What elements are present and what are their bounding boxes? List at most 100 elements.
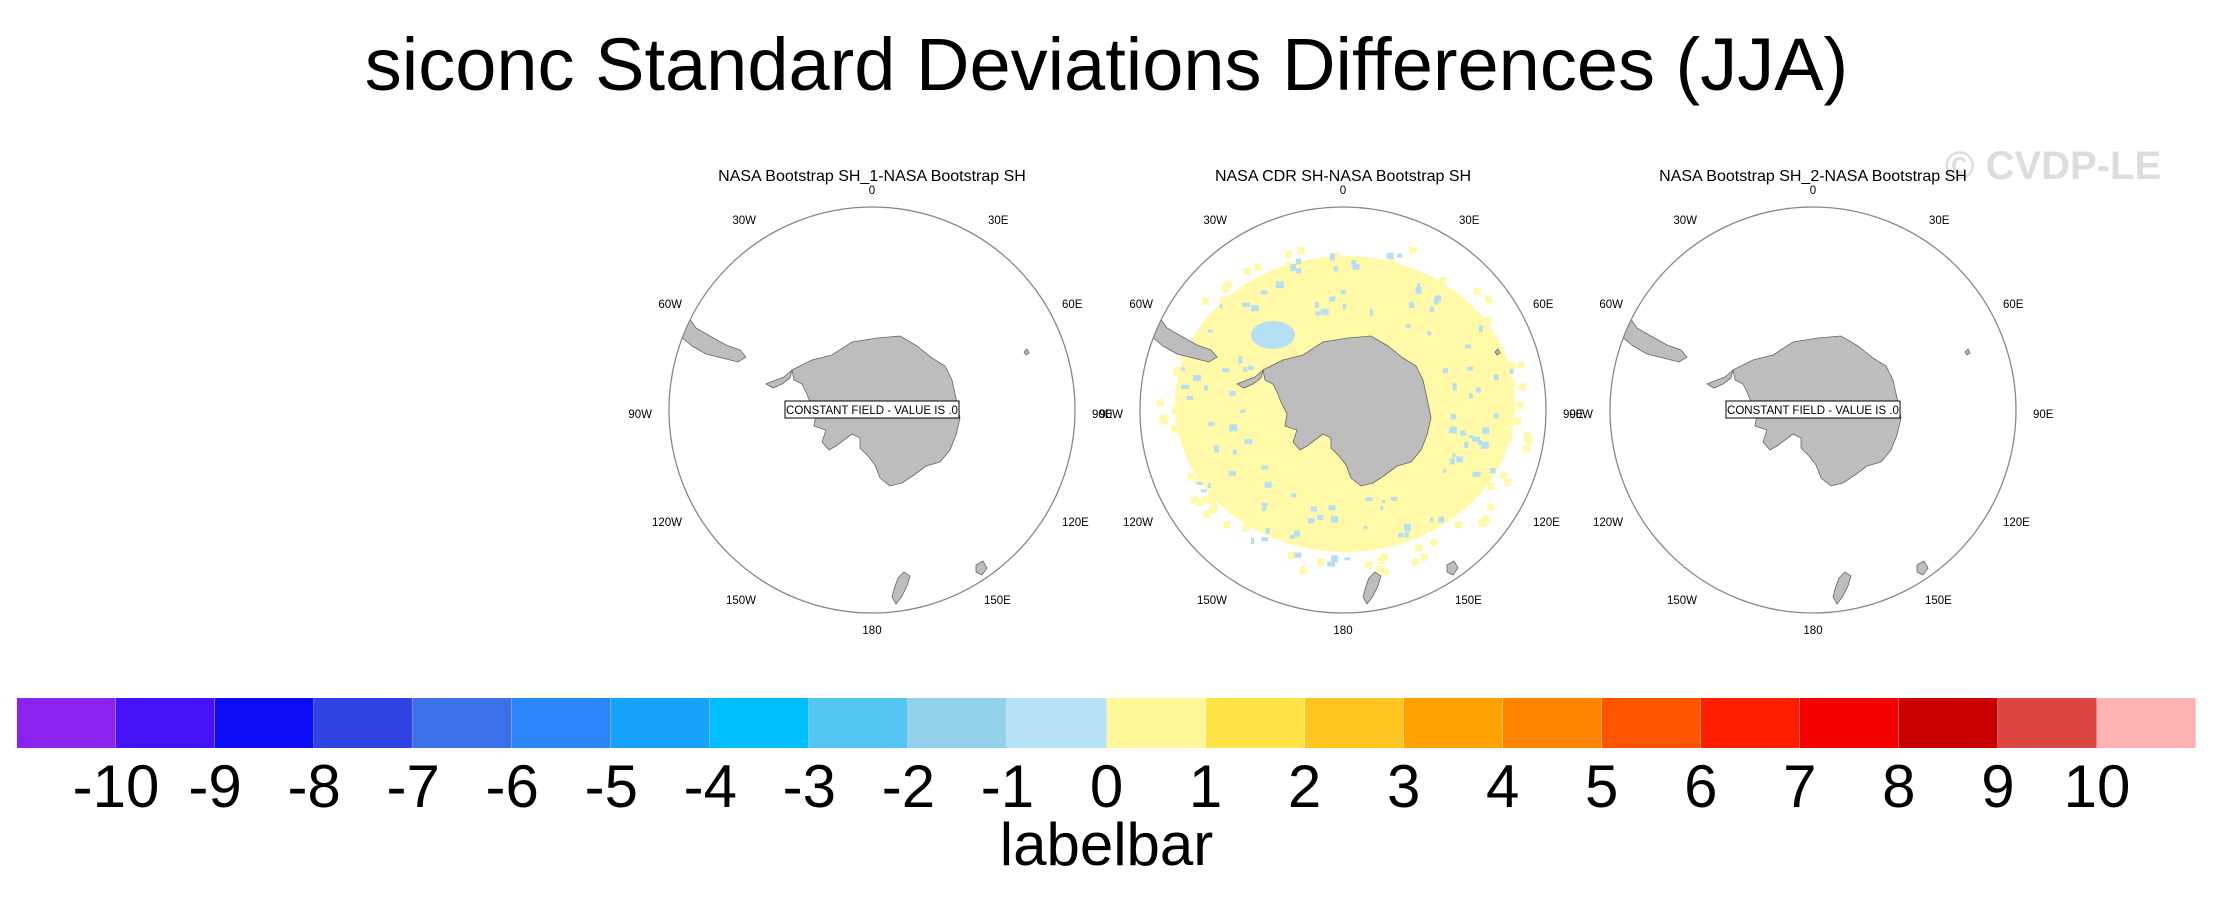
field-negative-cell: [1482, 427, 1490, 435]
field-negative-cell: [1493, 374, 1499, 381]
field-cell: [1516, 401, 1523, 409]
field-negative-cell: [1493, 413, 1499, 419]
longitude-label: 180: [1333, 625, 1352, 637]
field-cell: [1159, 414, 1167, 422]
new-zealand-landmass: [1362, 571, 1382, 605]
antarctic-peninsula: [1236, 368, 1264, 389]
watermark: © CVDP-LE: [1945, 144, 2162, 188]
field-negative-cell: [1193, 375, 1201, 381]
field-negative-cell: [1329, 296, 1336, 302]
field-negative-cell: [1261, 502, 1268, 506]
field-negative-cell: [1468, 393, 1473, 399]
longitude-label: 120E: [1533, 517, 1560, 529]
colorbar-tick-label: -3: [782, 753, 837, 820]
field-negative-cell: [1443, 468, 1447, 473]
colorbar-tick-label: 9: [1981, 753, 2015, 820]
field-negative-cell: [1344, 557, 1351, 561]
colorbar-tick-label: 1: [1188, 753, 1223, 820]
field-negative-cell: [1438, 516, 1445, 523]
colorbar-box: [1700, 698, 1800, 748]
field-cell: [1196, 499, 1204, 507]
longitude-label: 180: [862, 625, 881, 637]
field-negative-cell: [1208, 421, 1215, 426]
panel-title: NASA CDR SH-NASA Bootstrap SH: [1215, 168, 1471, 185]
field-cell: [1224, 280, 1232, 288]
longitude-label: 180: [1803, 625, 1822, 637]
colorbar-tick-label: -8: [287, 753, 341, 820]
constant-field-label: CONSTANT FIELD - VALUE IS .0: [786, 405, 958, 417]
field-cell: [1473, 287, 1481, 295]
panel-title: NASA Bootstrap SH_2-NASA Bootstrap SH: [1659, 168, 1967, 185]
field-negative-cell: [1365, 497, 1373, 502]
field-negative-cell: [1264, 481, 1272, 488]
longitude-label: 150W: [1197, 595, 1227, 607]
colorbar-tick-label: 2: [1287, 753, 1322, 820]
new-zealand-landmass: [1832, 571, 1852, 605]
colorbar-box: [1502, 698, 1602, 748]
field-negative-cell: [1327, 561, 1335, 567]
field-cell: [1202, 297, 1210, 305]
field-cell: [1485, 295, 1493, 303]
field-negative-cell: [1196, 481, 1203, 485]
field-negative-cell: [1478, 325, 1483, 332]
field-negative-cell: [1328, 505, 1336, 511]
field-cell: [1156, 399, 1164, 407]
field-negative-cell: [1250, 305, 1259, 312]
colorbar-box: [215, 698, 315, 748]
field-negative-cell: [1464, 442, 1469, 448]
field-negative-patch: [1251, 321, 1295, 349]
tasmania-landmass: [1916, 560, 1929, 576]
field-cell: [1288, 551, 1296, 559]
field-negative-cell: [1238, 356, 1243, 364]
field-negative-cell: [1186, 396, 1193, 400]
field-negative-cell: [1480, 441, 1489, 449]
field-negative-cell: [1333, 266, 1338, 272]
field-cell: [1221, 285, 1229, 293]
south-america-landmass: [673, 313, 747, 363]
field-cell: [1254, 263, 1262, 271]
field-negative-cell: [1465, 344, 1472, 349]
field-negative-cell: [1290, 264, 1297, 272]
south-america-landmass: [1614, 313, 1688, 363]
colorbar-box: [1205, 698, 1305, 748]
field-negative-cell: [1469, 435, 1475, 439]
colorbar-tick-label: 10: [2063, 753, 2131, 820]
colorbar-tick-label: 8: [1882, 753, 1916, 820]
island-landmass: [1964, 348, 1971, 356]
field-negative-cell: [1363, 526, 1368, 530]
field-negative-cell: [1452, 383, 1457, 391]
colorbar-tick-label: -7: [386, 753, 440, 820]
colorbar-tick-label: -1: [980, 753, 1035, 820]
field-negative-cell: [1232, 449, 1237, 455]
field-cell: [1523, 445, 1530, 453]
field-cell: [1188, 455, 1196, 463]
field-cell: [1454, 521, 1462, 529]
field-negative-cell: [1261, 465, 1269, 470]
map-panel-3: NASA Bootstrap SH_2-NASA Bootstrap SH0 30…: [1569, 168, 2053, 637]
field-negative-cell: [1294, 552, 1302, 558]
field-cell: [1220, 296, 1228, 304]
colorbar-box: [1403, 698, 1503, 748]
field-cell: [1484, 316, 1492, 324]
field-negative-cell: [1275, 281, 1284, 289]
field-cell: [1517, 361, 1525, 369]
field-cell: [1508, 379, 1516, 387]
field-cell: [1194, 336, 1202, 344]
colorbar-box: [2096, 698, 2197, 748]
field-negative-cell: [1452, 453, 1456, 458]
new-zealand-landmass: [891, 571, 911, 605]
colorbar-tick-label: 5: [1585, 753, 1619, 820]
longitude-label: 60W: [1599, 299, 1623, 311]
colorbar-box: [116, 698, 216, 748]
field-cell: [1376, 565, 1384, 573]
colorbar-box: [1106, 698, 1206, 748]
field-negative-cell: [1463, 432, 1467, 436]
field-negative-cell: [1181, 367, 1185, 372]
field-cell: [1487, 483, 1495, 490]
field-cell: [1297, 247, 1305, 255]
field-negative-cell: [1289, 534, 1295, 539]
field-negative-cell: [1472, 436, 1481, 442]
tasmania-landmass: [975, 560, 988, 576]
longitude-label: 30W: [1203, 215, 1227, 227]
field-negative-cell: [1222, 368, 1230, 373]
